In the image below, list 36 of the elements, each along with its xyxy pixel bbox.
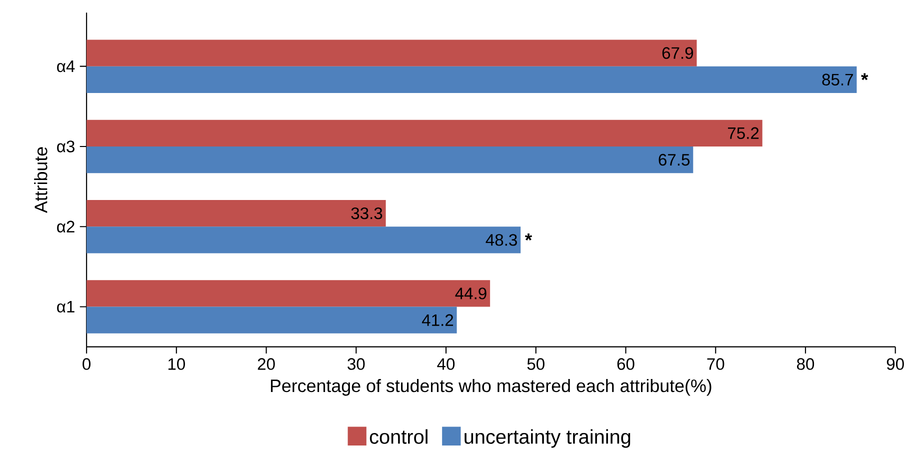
x-tick-label: 60: [617, 358, 634, 370]
x-tick-label: 40: [437, 358, 455, 370]
data-label: 75.2: [728, 127, 759, 139]
bar: [86, 280, 490, 307]
y-axis-title: Attribute: [34, 147, 48, 213]
bar: [86, 200, 386, 226]
x-tick-label: 10: [168, 358, 185, 370]
x-tick-label: 70: [707, 358, 724, 370]
y-tick-label: α4: [57, 60, 75, 72]
bar: [86, 306, 457, 334]
bar: [86, 120, 762, 146]
bar: [86, 146, 694, 173]
x-tick-label: 30: [348, 358, 365, 370]
x-tick-label: 0: [82, 358, 91, 370]
x-tick-label: 50: [527, 358, 544, 370]
y-tick-label: α2: [57, 220, 74, 232]
annotation: *: [861, 73, 868, 80]
data-label: 67.9: [662, 47, 694, 59]
data-label: 48.3: [486, 234, 517, 246]
legend-label: control: [370, 429, 428, 444]
x-tick-label: 80: [796, 358, 814, 370]
annotation: *: [524, 233, 532, 240]
x-tick-label: 20: [258, 358, 275, 370]
bar: [86, 40, 697, 66]
data-label: 41.2: [422, 314, 454, 326]
bar: [86, 226, 521, 254]
x-tick-label: 90: [886, 358, 904, 370]
data-label: 85.7: [822, 74, 853, 86]
data-label: 33.3: [351, 207, 382, 220]
legend-label: uncertainty training: [464, 429, 630, 448]
data-label: 44.9: [455, 287, 486, 300]
y-tick-label: α1: [57, 300, 74, 312]
bar: [86, 66, 857, 93]
x-axis-title: Percentage of students who mastered each attribute(%): [270, 378, 712, 396]
data-label: 67.5: [658, 154, 690, 166]
y-tick-label: α3: [57, 140, 74, 152]
